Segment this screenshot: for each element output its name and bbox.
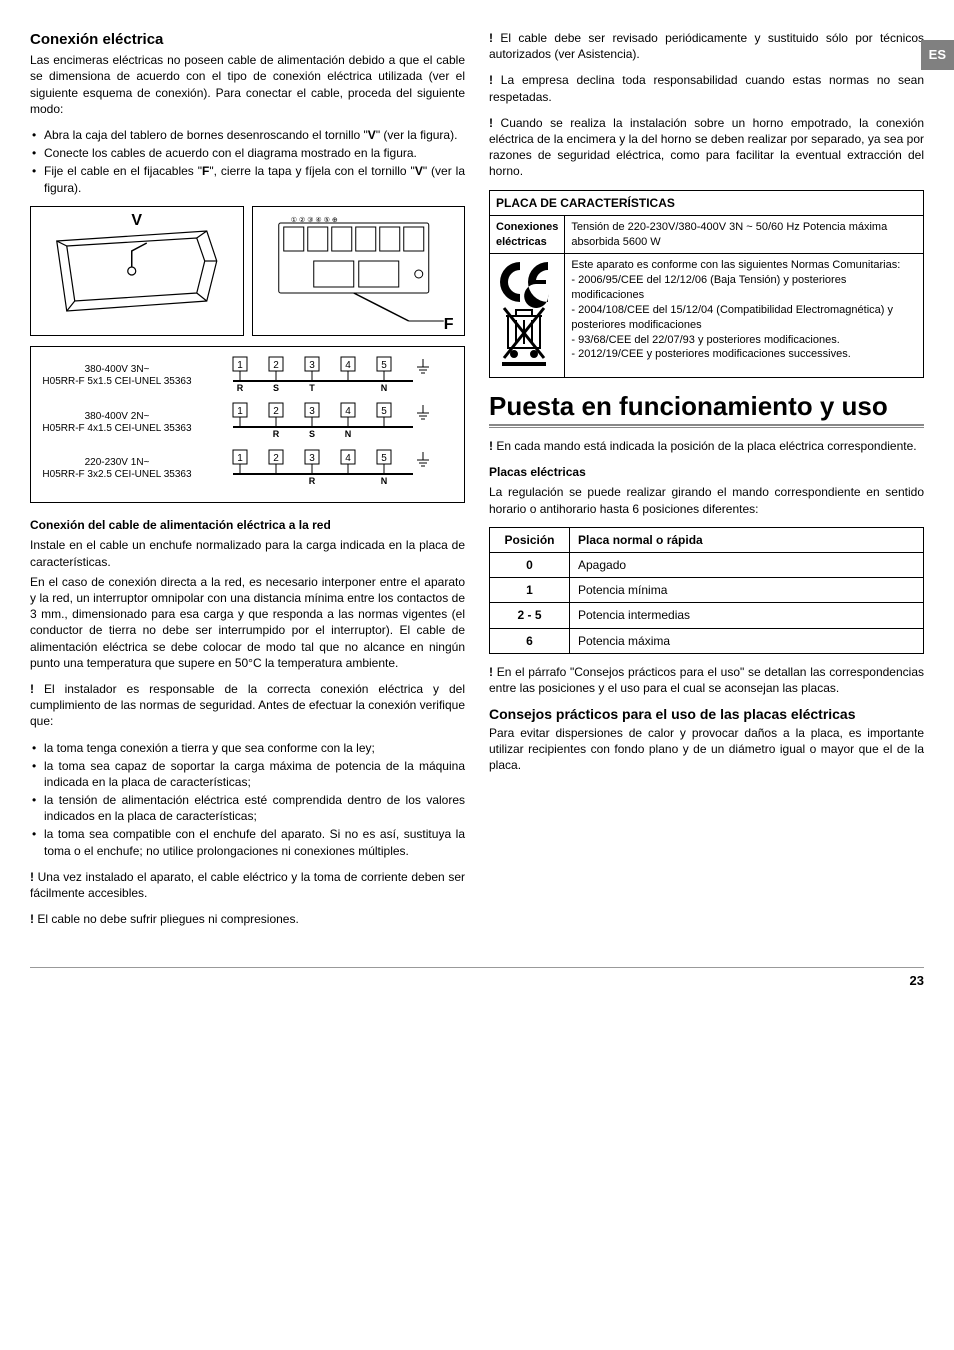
table-cell: Apagado [570, 553, 924, 578]
svg-text:T: T [309, 383, 315, 393]
svg-text:5: 5 [381, 406, 387, 417]
diagram-row: V [30, 206, 465, 336]
paragraph: La regulación se puede realizar girando … [489, 484, 924, 516]
heading-rule [489, 424, 924, 428]
diagram-f: ① ② ③ ④ ⑤ ⊕ F [252, 206, 466, 336]
wiring-row: 380-400V 3N~H05RR-F 5x1.5 CEI-UNEL 35363… [37, 355, 458, 398]
wiring-table: 380-400V 3N~H05RR-F 5x1.5 CEI-UNEL 35363… [30, 346, 465, 504]
svg-text:3: 3 [309, 406, 315, 417]
list-item: Fije el cable en el fijacables "F", cier… [30, 163, 465, 195]
list-item: la toma sea capaz de soportar la carga m… [30, 758, 465, 790]
list-item: Abra la caja del tablero de bornes desen… [30, 127, 465, 143]
table-cell: 2 - 5 [490, 603, 570, 628]
table-header: Placa normal o rápida [570, 527, 924, 552]
wiring-diagram: 1 2 R 3 S 4 N 5 [203, 401, 458, 444]
page-footer: 23 [30, 967, 924, 990]
svg-text:5: 5 [381, 453, 387, 464]
table-row: 1Potencia mínima [490, 578, 924, 603]
svg-text:F: F [443, 316, 453, 331]
heading-conexion: Conexión eléctrica [30, 30, 465, 50]
svg-text:N: N [381, 383, 388, 393]
svg-text:4: 4 [345, 406, 351, 417]
warning-paragraph: ! El instalador es responsable de la cor… [30, 681, 465, 730]
intro-paragraph: Las encimeras eléctricas no poseen cable… [30, 52, 465, 117]
svg-text:S: S [309, 429, 315, 439]
table-cell: 0 [490, 553, 570, 578]
table-cell: 6 [490, 628, 570, 653]
warning-paragraph: ! Cuando se realiza la instalación sobre… [489, 115, 924, 180]
page-number: 23 [910, 973, 924, 988]
svg-text:3: 3 [309, 453, 315, 464]
table-row: 6Potencia máxima [490, 628, 924, 653]
warning-paragraph: ! El cable no debe sufrir pliegues ni co… [30, 911, 465, 927]
warning-paragraph: ! En cada mando está indicada la posició… [489, 438, 924, 454]
wiring-diagram: 1 R 2 S 3 T 4 5 N [203, 355, 458, 398]
paragraph: En el caso de conexión directa a la red,… [30, 574, 465, 671]
svg-text:2: 2 [273, 360, 279, 371]
position-table: Posición Placa normal o rápida 0Apagado1… [489, 527, 924, 654]
list-item: la tensión de alimentación eléctrica est… [30, 792, 465, 824]
svg-text:N: N [381, 476, 388, 486]
wiring-diagram: 1 2 3 R 4 5 N [203, 448, 458, 491]
wiring-row: 220-230V 1N~H05RR-F 3x2.5 CEI-UNEL 35363… [37, 448, 458, 491]
svg-text:R: R [273, 429, 280, 439]
paragraph: Para evitar dispersiones de calor y prov… [489, 725, 924, 774]
wiring-label: 380-400V 2N~H05RR-F 4x1.5 CEI-UNEL 35363 [37, 411, 197, 435]
language-tab: ES [921, 40, 954, 70]
right-column: ! El cable debe ser revisado periódicame… [489, 30, 924, 937]
table-header: PLACA DE CARACTERÍSTICAS [490, 190, 924, 215]
svg-text:1: 1 [237, 406, 243, 417]
warning-paragraph: ! La empresa declina toda responsabilida… [489, 72, 924, 104]
connection-steps: Abra la caja del tablero de bornes desen… [30, 127, 465, 196]
svg-text:4: 4 [345, 360, 351, 371]
svg-text:① ② ③ ④ ⑤ ⊕: ① ② ③ ④ ⑤ ⊕ [290, 216, 337, 224]
table-cell: Este aparato es conforme con las siguien… [565, 254, 924, 378]
characteristics-table: PLACA DE CARACTERÍSTICAS Conexiones eléc… [489, 190, 924, 379]
svg-text:4: 4 [345, 453, 351, 464]
heading-placas: Placas eléctricas [489, 465, 586, 479]
wiring-label: 220-230V 1N~H05RR-F 3x2.5 CEI-UNEL 35363 [37, 457, 197, 481]
table-cell: Potencia máxima [570, 628, 924, 653]
svg-text:1: 1 [237, 453, 243, 464]
heading-cable: Conexión del cable de alimentación eléct… [30, 518, 331, 532]
table-header: Posición [490, 527, 570, 552]
warning-paragraph: ! Una vez instalado el aparato, el cable… [30, 869, 465, 901]
table-cell: Tensión de 220-230V/380-400V 3N ~ 50/60 … [565, 215, 924, 254]
table-row: 2 - 5Potencia intermedias [490, 603, 924, 628]
check-list: la toma tenga conexión a tierra y que se… [30, 740, 465, 859]
ce-icon-cell [490, 254, 565, 378]
left-column: Conexión eléctrica Las encimeras eléctri… [30, 30, 465, 937]
heading-puesta: Puesta en funcionamiento y uso [489, 392, 924, 422]
table-cell: Conexiones eléctricas [490, 215, 565, 254]
svg-text:2: 2 [273, 406, 279, 417]
table-row: 0Apagado [490, 553, 924, 578]
list-item: la toma sea compatible con el enchufe de… [30, 826, 465, 858]
paragraph: Instale en el cable un enchufe normaliza… [30, 537, 465, 569]
svg-text:S: S [273, 383, 279, 393]
warning-paragraph: ! El cable debe ser revisado periódicame… [489, 30, 924, 62]
wiring-label: 380-400V 3N~H05RR-F 5x1.5 CEI-UNEL 35363 [37, 364, 197, 388]
diagram-v: V [30, 206, 244, 336]
svg-text:2: 2 [273, 453, 279, 464]
table-cell: 1 [490, 578, 570, 603]
list-item: Conecte los cables de acuerdo con el dia… [30, 145, 465, 161]
svg-text:R: R [309, 476, 316, 486]
svg-text:5: 5 [381, 360, 387, 371]
svg-text:V: V [131, 212, 142, 229]
table-cell: Potencia intermedias [570, 603, 924, 628]
warning-paragraph: ! En el párrafo "Consejos prácticos para… [489, 664, 924, 696]
table-cell: Potencia mínima [570, 578, 924, 603]
list-item: la toma tenga conexión a tierra y que se… [30, 740, 465, 756]
svg-text:1: 1 [237, 360, 243, 371]
svg-text:3: 3 [309, 360, 315, 371]
heading-consejos: Consejos prácticos para el uso de las pl… [489, 706, 924, 723]
wiring-row: 380-400V 2N~H05RR-F 4x1.5 CEI-UNEL 35363… [37, 401, 458, 444]
svg-text:N: N [345, 429, 352, 439]
svg-text:R: R [237, 383, 244, 393]
